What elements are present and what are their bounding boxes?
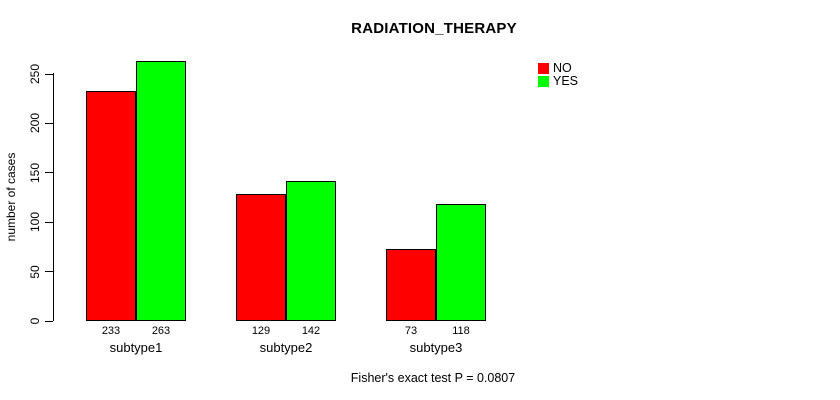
y-tick-mark — [45, 122, 53, 124]
y-tick-mark — [45, 73, 53, 75]
y-tick-label: 100 — [28, 212, 42, 233]
bar-subtype3-no — [386, 248, 436, 321]
y-tick-label: 0 — [28, 317, 42, 325]
y-tick-label: 250 — [28, 63, 42, 85]
bar-value-label: 263 — [151, 325, 171, 337]
legend-item-yes: YES — [538, 75, 578, 88]
bar-subtype3-yes — [436, 204, 486, 321]
y-tick-label: 150 — [28, 162, 42, 183]
bar-subtype2-no — [236, 193, 286, 321]
y-tick-mark — [45, 221, 53, 223]
category-label-subtype1: subtype1 — [109, 340, 163, 355]
bar-subtype2-yes — [286, 180, 336, 321]
category-label-subtype3: subtype3 — [409, 340, 463, 355]
bar-value-label: 118 — [452, 325, 470, 337]
y-axis-line — [53, 73, 54, 321]
bar-value-label: 233 — [101, 325, 121, 337]
y-tick-label: 200 — [28, 113, 42, 134]
y-tick-mark — [45, 271, 53, 273]
y-tick-mark — [45, 320, 53, 322]
legend-label-yes: YES — [553, 74, 579, 88]
bar-value-label: 129 — [251, 325, 271, 337]
bar-value-label: 142 — [301, 325, 321, 337]
bar-subtype1-yes — [136, 61, 186, 321]
y-tick-label: 50 — [28, 264, 42, 279]
legend-swatch-yes-icon — [538, 76, 549, 87]
y-tick-mark — [45, 172, 53, 174]
y-axis-label: number of cases — [4, 152, 18, 242]
bar-value-label: 73 — [404, 325, 418, 337]
legend-item-no: NO — [538, 62, 578, 75]
category-label-subtype2: subtype2 — [259, 340, 313, 355]
legend-label-no: NO — [553, 61, 572, 75]
legend: NO YES — [538, 62, 578, 88]
chart-title: RADIATION_THERAPY — [351, 20, 517, 37]
legend-swatch-no-icon — [538, 63, 549, 74]
bar-subtype1-no — [86, 90, 136, 321]
fisher-test-annotation: Fisher's exact test P = 0.0807 — [350, 371, 516, 385]
